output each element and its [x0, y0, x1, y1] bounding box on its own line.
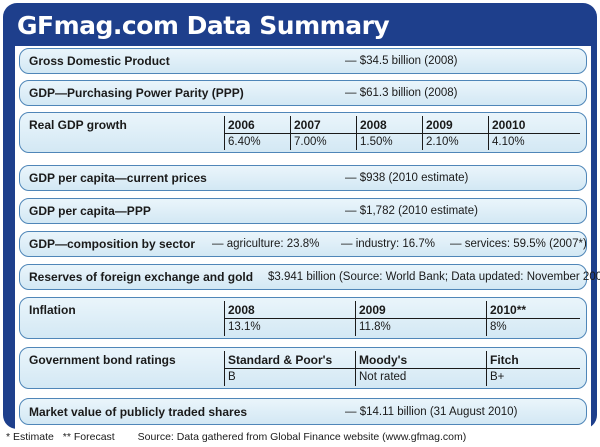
row-inflation: Inflation 2008 2009 2010** 13.1% 11.8% 8…	[19, 297, 587, 339]
growth-value: 1.50%	[360, 136, 393, 148]
bond-col-divider	[486, 351, 487, 386]
growth-value: 7.00%	[294, 136, 327, 148]
growth-value: 4.10%	[492, 136, 525, 148]
growth-value: 6.40%	[228, 136, 261, 148]
inflation-value: 13.1%	[228, 321, 261, 333]
inflation-col-divider	[486, 301, 487, 336]
gdp-label: Gross Domestic Product	[29, 54, 170, 68]
source-note: Source: Data gathered from Global Financ…	[137, 431, 467, 443]
growth-col-divider	[224, 116, 225, 150]
growth-header-divider	[224, 133, 580, 134]
per-capita-current-label: GDP per capita—current prices	[29, 171, 207, 185]
bond-col-divider	[355, 351, 356, 386]
row-per-capita-ppp: GDP per capita—PPP — $1,782 (2010 estima…	[19, 198, 587, 224]
bond-header-divider	[224, 368, 580, 369]
row-ppp: GDP—Purchasing Power Parity (PPP) — $61.…	[19, 80, 587, 106]
page-title: GFmag.com Data Summary	[17, 11, 390, 40]
growth-col-divider	[356, 116, 357, 150]
inflation-col-divider	[355, 301, 356, 336]
market-value-label: Market value of publicly traded shares	[29, 404, 248, 419]
row-per-capita-current: GDP per capita—current prices — $938 (20…	[19, 165, 587, 191]
bond-agency: Fitch	[490, 353, 519, 367]
growth-year: 2007	[294, 118, 321, 132]
footer-notes: * Estimate ** Forecast Source: Data gath…	[6, 431, 472, 443]
inflation-col-divider	[224, 301, 225, 336]
row-growth: Real GDP growth 2006 2007 2008 2009 2001…	[19, 112, 587, 153]
forecast-note: ** Forecast	[62, 431, 115, 443]
bond-rating: B+	[490, 371, 505, 383]
growth-col-divider	[422, 116, 423, 150]
bond-agency: Standard & Poor's	[228, 353, 333, 367]
reserves-value: $3.941 billion (Source: World Bank; Data…	[268, 271, 600, 283]
services-value: — services: 59.5% (2007*)	[450, 238, 587, 250]
agriculture-value: — agriculture: 23.8%	[212, 238, 320, 250]
growth-col-divider	[488, 116, 489, 150]
row-market-value: Market value of publicly traded shares —…	[19, 398, 587, 425]
growth-value: 2.10%	[426, 136, 459, 148]
ppp-value: — $61.3 billion (2008)	[345, 87, 458, 99]
summary-frame: GFmag.com Data Summary Gross Domestic Pr…	[3, 3, 600, 431]
growth-year: 2008	[360, 118, 387, 132]
gdp-value: — $34.5 billion (2008)	[345, 55, 458, 67]
ppp-label: GDP—Purchasing Power Parity (PPP)	[29, 86, 244, 100]
per-capita-current-value: — $938 (2010 estimate)	[345, 172, 469, 184]
per-capita-ppp-label: GDP per capita—PPP	[29, 204, 151, 218]
bond-rating: Not rated	[359, 371, 407, 383]
reserves-label: Reserves of foreign exchange and gold	[29, 270, 254, 284]
industry-value: — industry: 16.7%	[341, 238, 435, 250]
bond-ratings-label: Government bond ratings	[29, 353, 176, 367]
growth-year: 20010	[492, 118, 526, 132]
growth-year: 2006	[228, 118, 255, 132]
inflation-label: Inflation	[29, 303, 76, 317]
per-capita-ppp-value: — $1,782 (2010 estimate)	[345, 205, 478, 217]
inflation-year: 2009	[359, 303, 386, 317]
market-value-value: — $14.11 billion (31 August 2010)	[345, 405, 518, 418]
bond-agency: Moody's	[359, 353, 408, 367]
row-gdp: Gross Domestic Product — $34.5 billion (…	[19, 48, 587, 74]
composition-label: GDP—composition by sector	[29, 237, 196, 251]
estimate-note: * Estimate	[6, 431, 54, 443]
growth-year: 2009	[426, 118, 453, 132]
row-reserves: Reserves of foreign exchange and gold $3…	[19, 264, 600, 290]
row-composition: GDP—composition by sector — agriculture:…	[19, 231, 587, 257]
inflation-value: 8%	[490, 321, 507, 333]
inflation-header-divider	[224, 318, 580, 319]
summary-body: Gross Domestic Product — $34.5 billion (…	[15, 46, 600, 431]
growth-col-divider	[290, 116, 291, 150]
inflation-year: 2010**	[490, 303, 527, 317]
growth-label: Real GDP growth	[29, 118, 127, 132]
inflation-year: 2008	[228, 303, 255, 317]
row-bond-ratings: Government bond ratings Standard & Poor'…	[19, 347, 587, 389]
inflation-value: 11.8%	[359, 321, 391, 333]
bond-rating: B	[228, 371, 236, 383]
bond-col-divider	[224, 351, 225, 386]
